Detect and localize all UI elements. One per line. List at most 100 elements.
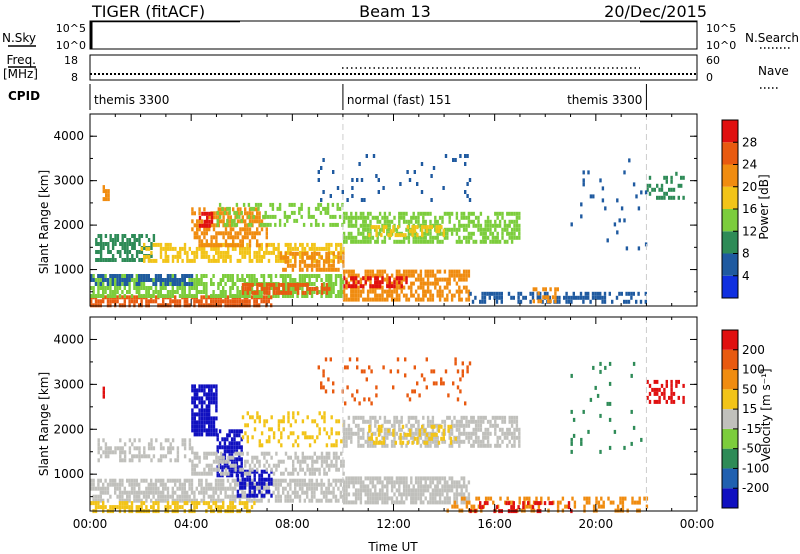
colorbar-swatch (722, 186, 738, 209)
colorbar-tick-label: 15 (742, 402, 757, 416)
x-tick-label: 04:00 (174, 517, 209, 531)
y-tick-label: 1000 (53, 467, 84, 481)
x-axis-label: Time UT (367, 540, 418, 554)
colorbar-swatch (722, 409, 738, 429)
scatter-band (198, 211, 214, 228)
power-ylabel: Slant Range [km] (37, 170, 51, 274)
colorbar-swatch (722, 209, 738, 232)
velocity-colorbar: 200 100 50 15 -15 -50 -100 -200 (721, 329, 769, 509)
nsky-tick-bottom: 10^0 (56, 39, 86, 52)
power-colorbar: 4 8 12 16 20 24 28 (721, 119, 757, 299)
nsky-label: N.Sky (2, 31, 36, 45)
colorbar-tick-label: 4 (742, 269, 750, 283)
y-tick-label: 2000 (53, 218, 84, 232)
nsearch-tick-bottom: 10^0 (706, 39, 736, 52)
colorbar-swatch (722, 164, 738, 187)
cpid-segment-label: normal (fast) 151 (347, 93, 451, 107)
scatter-band (279, 251, 345, 272)
y-tick-label: 4000 (53, 332, 84, 346)
scatter-band (241, 411, 345, 448)
nave-tick-top: 60 (706, 54, 720, 67)
scatter-band (469, 291, 647, 304)
date-title: 20/Dec/2015 (604, 2, 707, 21)
velocity-panel: 1000 2000 3000 4000 00:00 04:00 08:00 12:00 16:0… (53, 316, 715, 531)
nsky-panel: N.Sky 10^5 10^0 10^5 10^0 N.Search (2, 20, 799, 52)
freq-unit: [MHz] (3, 67, 38, 81)
colorbar-frame (721, 329, 739, 509)
y-tick-label: 2000 (53, 422, 84, 436)
scatter-band (317, 154, 472, 202)
scatter-band (532, 287, 559, 304)
freq-tick-top: 18 (64, 54, 78, 67)
colorbar-swatch (722, 488, 738, 508)
y-tick-label: 4000 (53, 129, 84, 143)
scatter-band (90, 274, 194, 286)
scatter-band (102, 185, 110, 202)
colorbar-tick-label: 100 (742, 363, 765, 377)
colorbar-swatch (722, 275, 738, 298)
colorbar-tick-label: 8 (742, 247, 750, 261)
colorbar-tick-label: 12 (742, 224, 757, 238)
x-tick-label: 20:00 (579, 517, 614, 531)
velocity-ylabel: Slant Range [km] (37, 372, 51, 476)
y-tick-label: 3000 (53, 174, 84, 188)
scatter-band (368, 424, 457, 445)
colorbar-swatch (722, 330, 738, 350)
power-colorbar-label: Power [dB] (757, 174, 771, 239)
colorbar-swatch (722, 428, 738, 449)
colorbar-swatch (722, 369, 738, 390)
colorbar-swatch (722, 448, 738, 469)
colorbar-tick-label: 28 (742, 135, 757, 149)
y-tick-label: 3000 (53, 377, 84, 391)
y-tick-label: 1000 (53, 263, 84, 277)
scatter-band (446, 496, 649, 513)
scatter-band (317, 357, 472, 406)
beam-title: Beam 13 (359, 2, 431, 21)
scatter-band (241, 282, 331, 295)
scatter-band (90, 478, 345, 503)
x-tick-label: 00:00 (680, 517, 715, 531)
colorbar-tick-label: 24 (742, 158, 757, 172)
scatter-band (342, 476, 471, 505)
nsky-tick-top: 10^5 (56, 22, 86, 35)
scatter-band (97, 438, 194, 463)
scatter-band (570, 361, 643, 454)
colorbar-swatch (722, 231, 738, 254)
colorbar-swatch (722, 468, 738, 489)
scatter-band (646, 379, 685, 404)
colorbar-tick-label: -50 (742, 442, 762, 456)
scatter-band (236, 469, 273, 498)
x-tick-label: 16:00 (477, 517, 512, 531)
x-tick-label: 12:00 (376, 517, 411, 531)
freq-panel: Freq. [MHz] 18 8 60 0 Nave (3, 53, 789, 89)
freq-label: Freq. (6, 53, 36, 67)
colorbar-swatch (722, 349, 738, 370)
colorbar-tick-label: 16 (742, 202, 757, 216)
scatter-band (216, 202, 344, 227)
colorbar-tick-label: -100 (742, 461, 769, 475)
scatter-band (368, 225, 445, 238)
nsearch-tick-top: 10^5 (706, 22, 736, 35)
scatter-band (102, 386, 105, 399)
power-panel: 1000 2000 3000 4000 (53, 113, 698, 308)
cpid-segment-label: themis 3300 (94, 93, 169, 107)
freq-tick-bottom: 8 (71, 71, 78, 84)
x-tick-label: 08:00 (275, 517, 310, 531)
scatter-band (191, 384, 218, 437)
scatter-band (646, 171, 685, 200)
colorbar-tick-label: 50 (742, 382, 757, 396)
colorbar-swatch (722, 253, 738, 276)
x-tick-label: 00:00 (73, 517, 108, 531)
colorbar-swatch (722, 142, 738, 165)
velocity-colorbar-label: Velocity [m s⁻¹] (759, 368, 773, 461)
colorbar-tick-label: 200 (742, 343, 765, 357)
nave-label: Nave (758, 64, 789, 78)
colorbar-swatch (722, 389, 738, 410)
colorbar-tick-label: 20 (742, 180, 757, 194)
colorbar-tick-label: -200 (742, 481, 769, 495)
radar-title: TIGER (fitACF) (91, 2, 205, 21)
scatter-band (191, 451, 345, 476)
nsearch-label: N.Search (745, 31, 799, 45)
cpid-segment-label: themis 3300 (567, 93, 642, 107)
